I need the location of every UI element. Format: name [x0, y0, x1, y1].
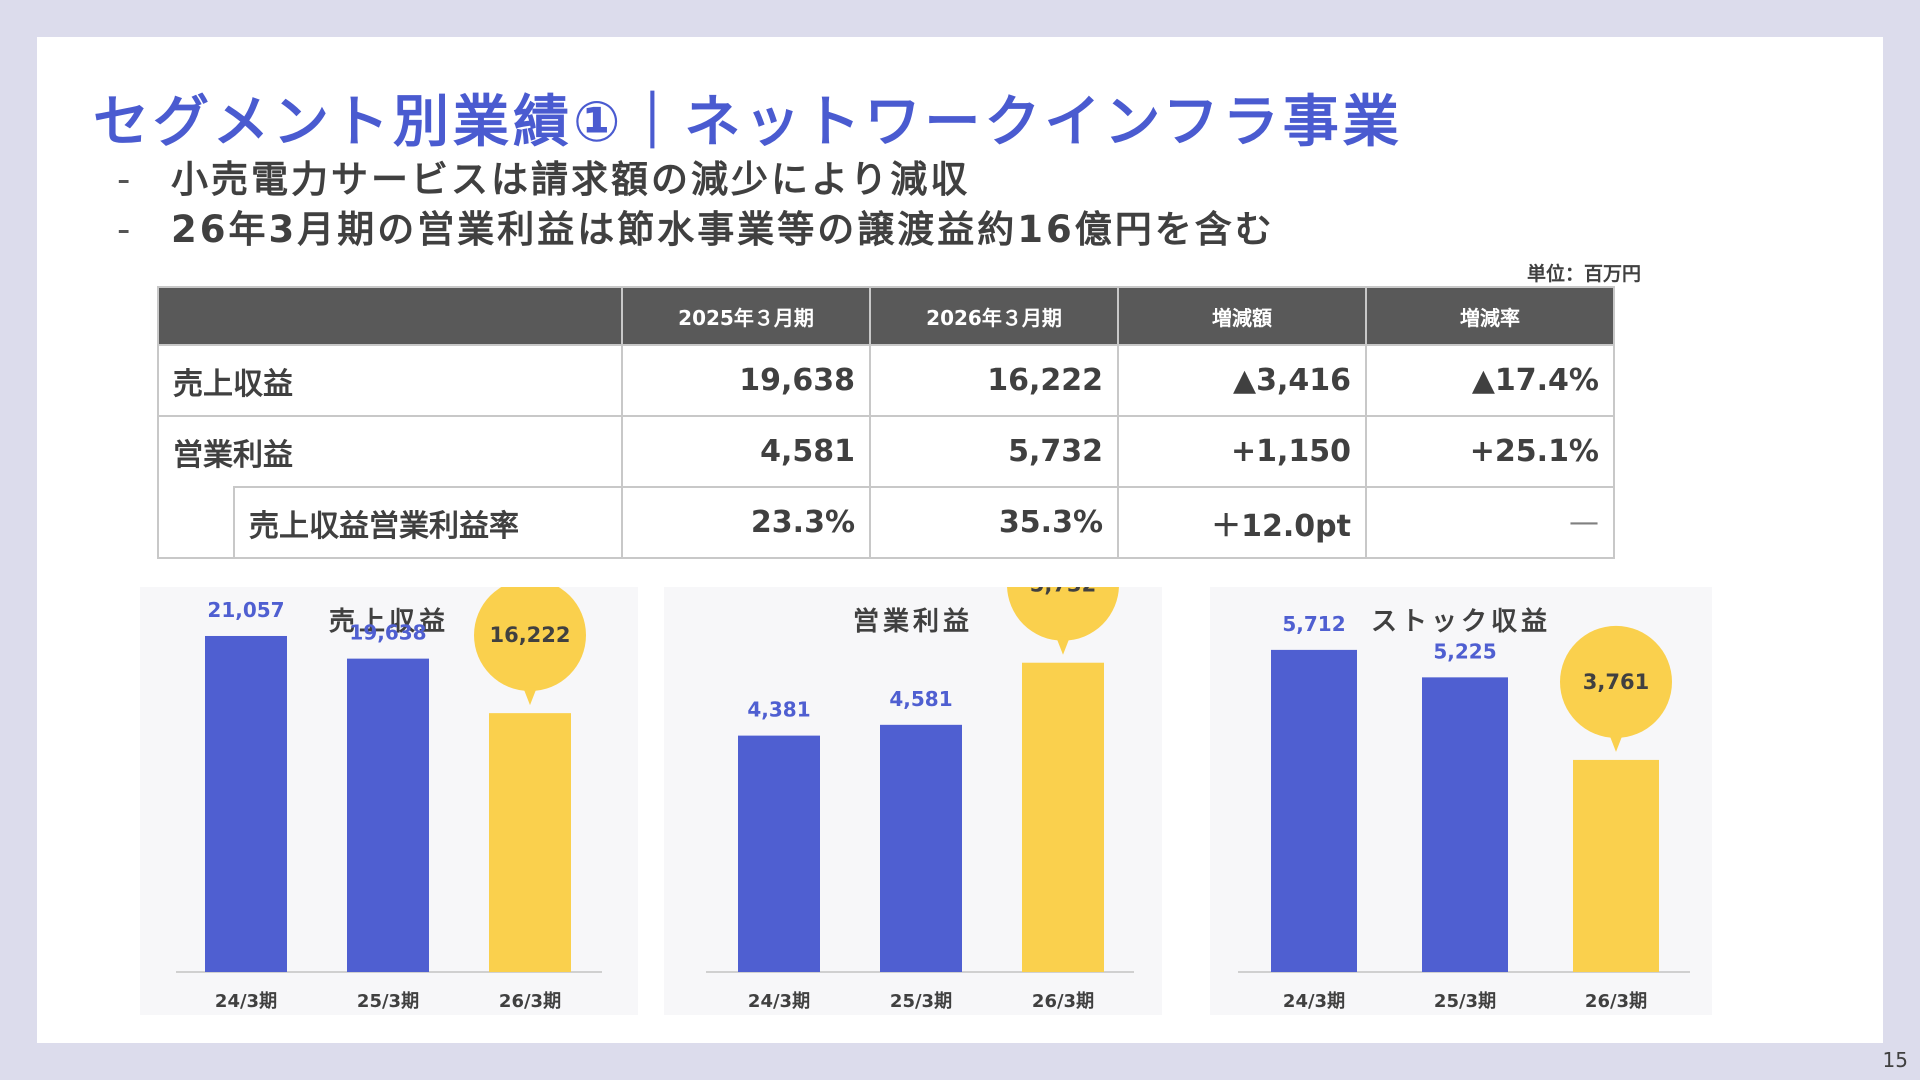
bar [1271, 649, 1357, 972]
chart-title: 営業利益 [853, 607, 973, 637]
table-cell: 23.3% [621, 486, 871, 559]
value-callout-pointer [1056, 636, 1070, 655]
page-number: 15 [1882, 1048, 1908, 1072]
value-callout-pointer [523, 687, 537, 706]
table-header-cell [157, 286, 623, 346]
chart-panel-revenue: 売上収益 21,057 24/3期 19,638 25/3期 16,222 26/3期 [140, 587, 638, 1015]
chart-title: ストック収益 [1371, 607, 1551, 637]
chart-panel-stock-revenue: ストック収益 5,712 24/3期 5,225 25/3期 3,761 26/3期 [1210, 587, 1712, 1015]
table-header-cell: 2025年３月期 [621, 286, 871, 346]
table-cell: 35.3% [869, 486, 1119, 559]
category-label: 26/3期 [499, 991, 561, 1012]
unit-label: 単位：百万円 [1526, 263, 1641, 285]
table-row: 売上収益営業利益率 23.3% 35.3% ＋12.0pt — [157, 486, 1615, 559]
bullet-marker: - [117, 208, 134, 251]
row-label: 営業利益 [157, 415, 623, 487]
data-label: 4,581 [889, 687, 952, 711]
bar [1422, 677, 1508, 972]
bullet-item: - 小売電力サービスは請求額の減少により減収 [117, 155, 1275, 205]
table-cell: 4,581 [621, 415, 871, 488]
data-label: 5,732 [1030, 587, 1096, 597]
chart-panel-operating-profit: 営業利益 4,381 24/3期 4,581 25/3期 5,732 26/3期 [664, 587, 1162, 1015]
page-title: セグメント別業績①｜ネットワークインフラ事業 [93, 90, 1403, 155]
bar [738, 735, 820, 972]
bar [880, 724, 962, 972]
data-label: 3,761 [1583, 670, 1649, 694]
bullet-text: 26年3月期の営業利益は節水事業等の譲渡益約16億円を含む [171, 208, 1275, 251]
table-cell: +25.1% [1365, 415, 1615, 488]
indent-cell [157, 487, 235, 559]
value-callout-bubble [1007, 587, 1119, 641]
value-callout-bubble [1560, 625, 1672, 738]
data-label: 5,712 [1282, 612, 1345, 636]
bar [1573, 759, 1659, 972]
data-label: 5,225 [1433, 639, 1496, 663]
bullet-text: 小売電力サービスは請求額の減少により減収 [171, 158, 971, 201]
category-label: 24/3期 [1283, 991, 1345, 1012]
data-label: 16,222 [489, 623, 570, 647]
bullet-marker: - [117, 158, 134, 201]
bar [205, 635, 287, 972]
value-callout-bubble [474, 587, 586, 692]
table-header-row: 2025年３月期 2026年３月期 増減額 増減率 [157, 286, 1615, 346]
table-cell: ▲3,416 [1117, 344, 1367, 417]
bullet-list: - 小売電力サービスは請求額の減少により減収 -26年3月期の営業利益は節水事業等… [117, 155, 1275, 255]
table-header-cell: 増減額 [1117, 286, 1367, 346]
row-label: 売上収益 [157, 344, 623, 417]
chart-stock-revenue: ストック収益 5,712 24/3期 5,225 25/3期 3,761 26/3期 [1238, 607, 1690, 1012]
category-label: 24/3期 [748, 991, 810, 1012]
table-header-cell: 増減率 [1365, 286, 1615, 346]
category-label: 26/3期 [1032, 991, 1094, 1012]
bar [489, 713, 571, 972]
table-cell: +1,150 [1117, 415, 1367, 488]
table-cell: ▲17.4% [1365, 344, 1615, 417]
category-label: 25/3期 [357, 991, 419, 1012]
chart-title: 売上収益 [329, 607, 449, 637]
category-label: 24/3期 [215, 991, 277, 1012]
bar [347, 658, 429, 972]
category-label: 25/3期 [890, 991, 952, 1012]
data-label: 19,638 [349, 621, 426, 645]
slide: セグメント別業績①｜ネットワークインフラ事業 - 小売電力サービスは請求額の減少に… [37, 37, 1883, 1043]
table-cell: ＋12.0pt [1117, 486, 1367, 559]
row-label: 売上収益営業利益率 [233, 486, 623, 559]
table-header-cell: 2026年３月期 [869, 286, 1119, 346]
chart-revenue: 売上収益 21,057 24/3期 19,638 25/3期 16,222 26/3期 [176, 587, 602, 1012]
category-label: 26/3期 [1585, 991, 1647, 1012]
table-cell: — [1365, 486, 1615, 559]
table-row: 売上収益 19,638 16,222 ▲3,416 ▲17.4% [157, 344, 1615, 417]
table-row: 営業利益 4,581 5,732 +1,150 +25.1% [157, 415, 1615, 488]
table-cell: 16,222 [869, 344, 1119, 417]
chart-operating-profit: 営業利益 4,381 24/3期 4,581 25/3期 5,732 26/3期 [706, 587, 1134, 1012]
table-cell: 5,732 [869, 415, 1119, 488]
bar [1022, 662, 1104, 972]
data-label: 4,381 [747, 698, 810, 722]
value-callout-pointer [1609, 733, 1623, 752]
bullet-item: -26年3月期の営業利益は節水事業等の譲渡益約16億円を含む [117, 205, 1275, 255]
data-label: 21,057 [207, 598, 284, 622]
category-label: 25/3期 [1434, 991, 1496, 1012]
table-cell: 19,638 [621, 344, 871, 417]
financial-table: 2025年３月期 2026年３月期 増減額 増減率 売上収益 19,638 16… [157, 286, 1615, 559]
